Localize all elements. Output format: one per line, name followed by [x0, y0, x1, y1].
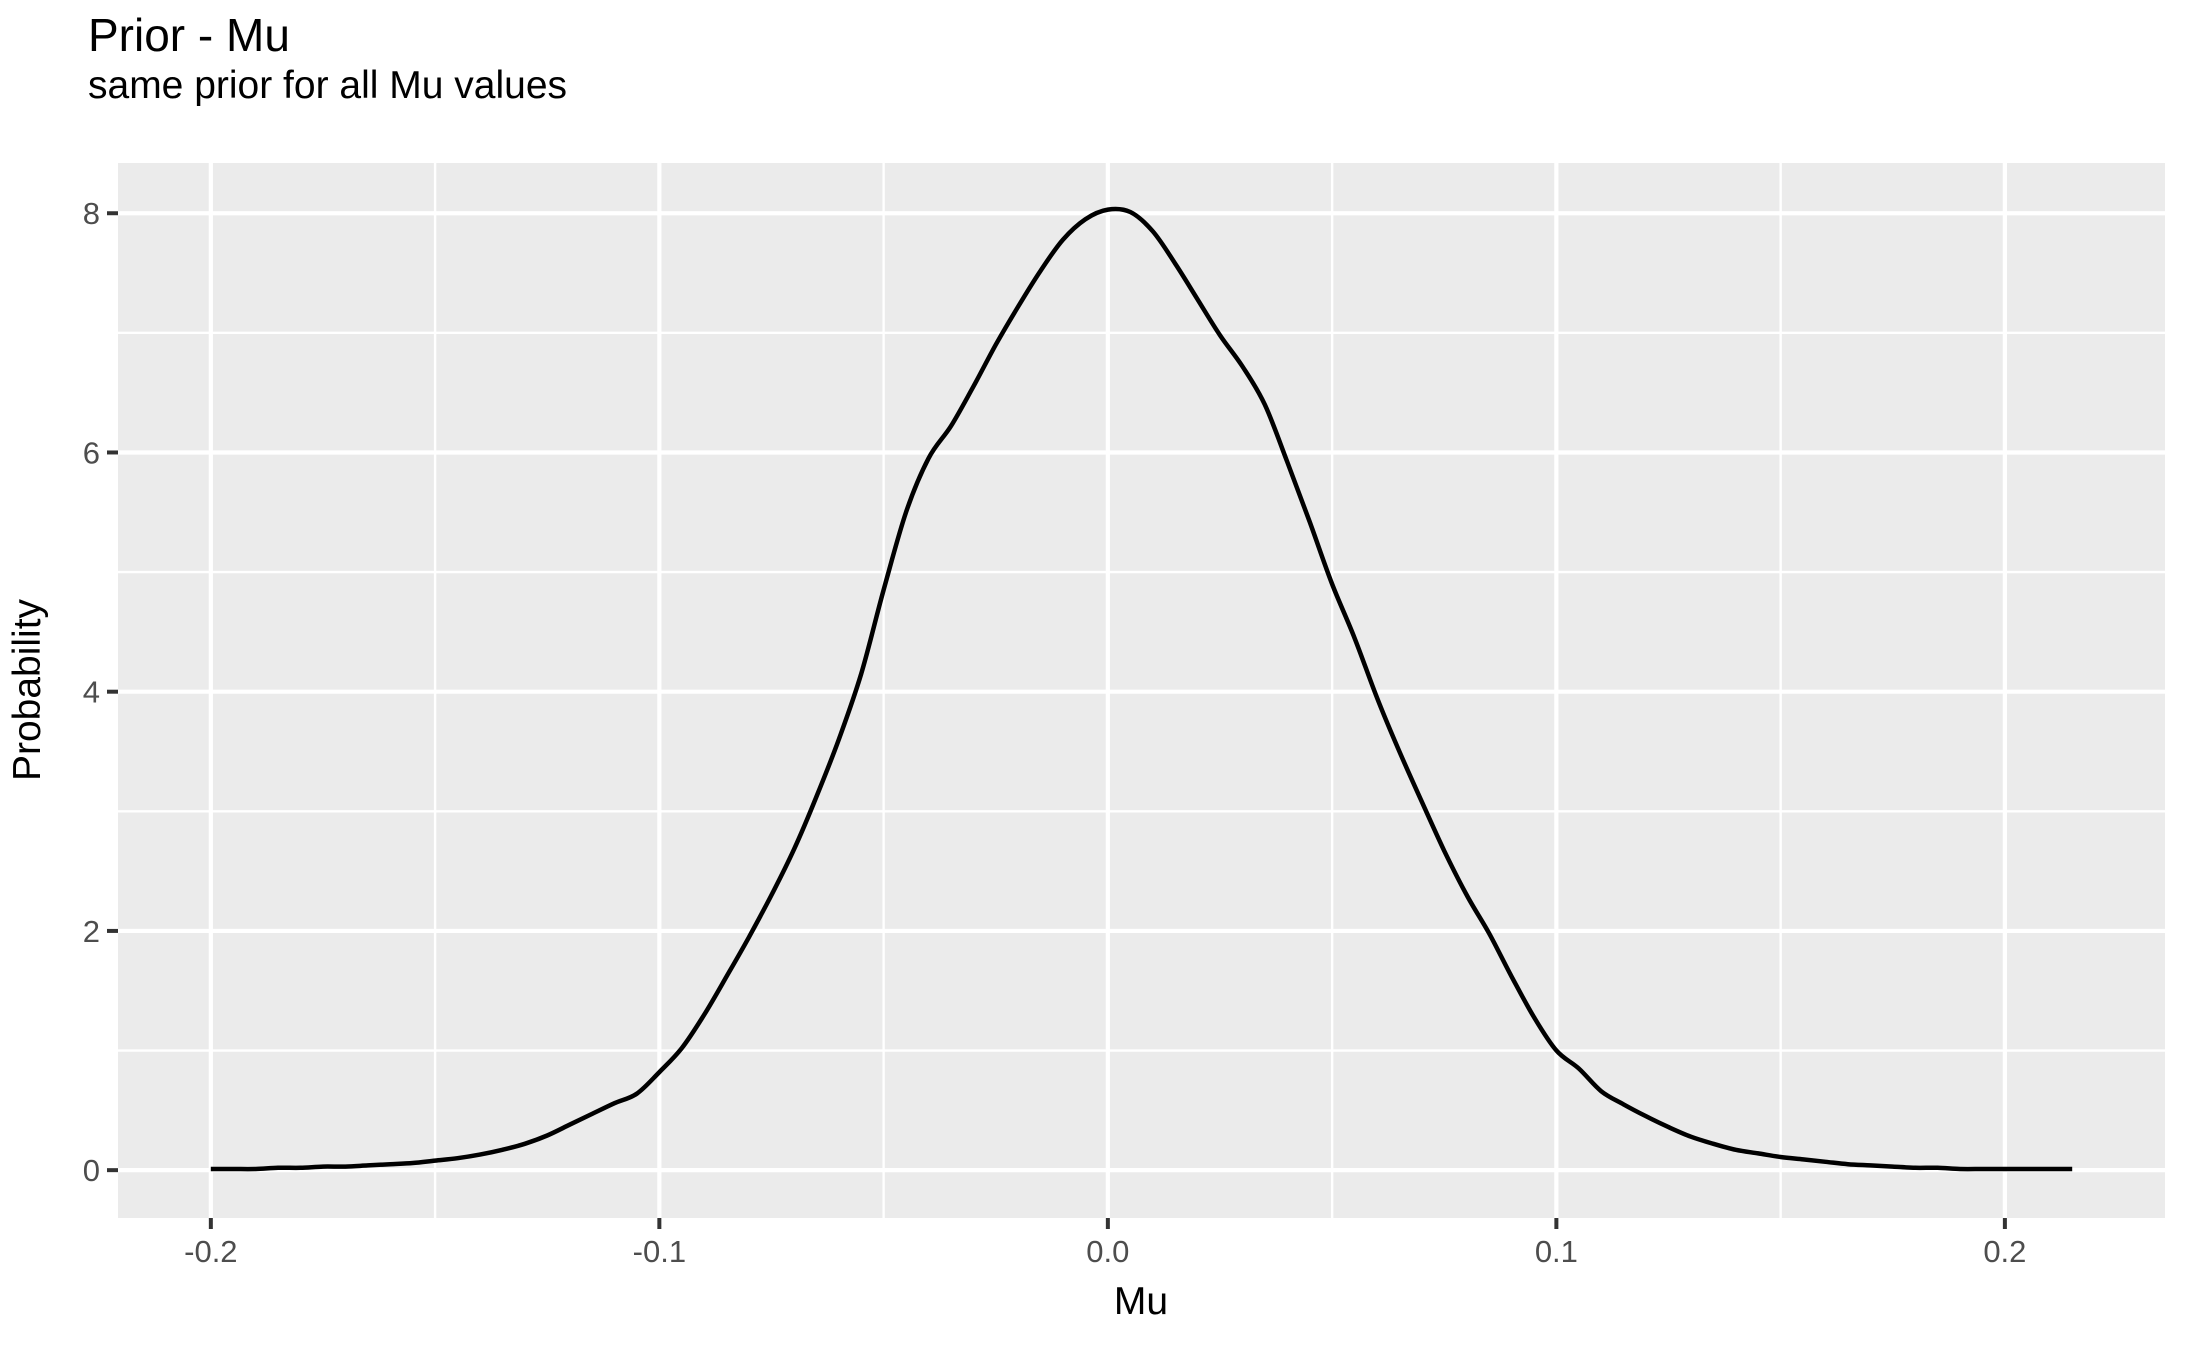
density-curve — [210, 206, 2073, 1172]
x-tick-label: -0.2 — [184, 1234, 237, 1269]
y-tick-label: 2 — [83, 914, 100, 949]
y-tick-label: 4 — [83, 675, 100, 710]
plot-title: Prior - Mu — [88, 9, 290, 61]
y-axis-title: Probability — [6, 598, 49, 782]
x-tick-label: 0.1 — [1535, 1234, 1578, 1269]
x-tick-label: 0.2 — [1983, 1234, 2026, 1269]
y-tick-label: 6 — [83, 435, 100, 470]
y-tick-label: 0 — [83, 1153, 100, 1188]
x-tick-label: -0.1 — [633, 1234, 686, 1269]
x-tick-label: 0.0 — [1086, 1234, 1129, 1269]
y-tick-label: 8 — [83, 196, 100, 231]
plot-subtitle: same prior for all Mu values — [88, 64, 568, 107]
x-axis-title: Mu — [1113, 1280, 1169, 1323]
